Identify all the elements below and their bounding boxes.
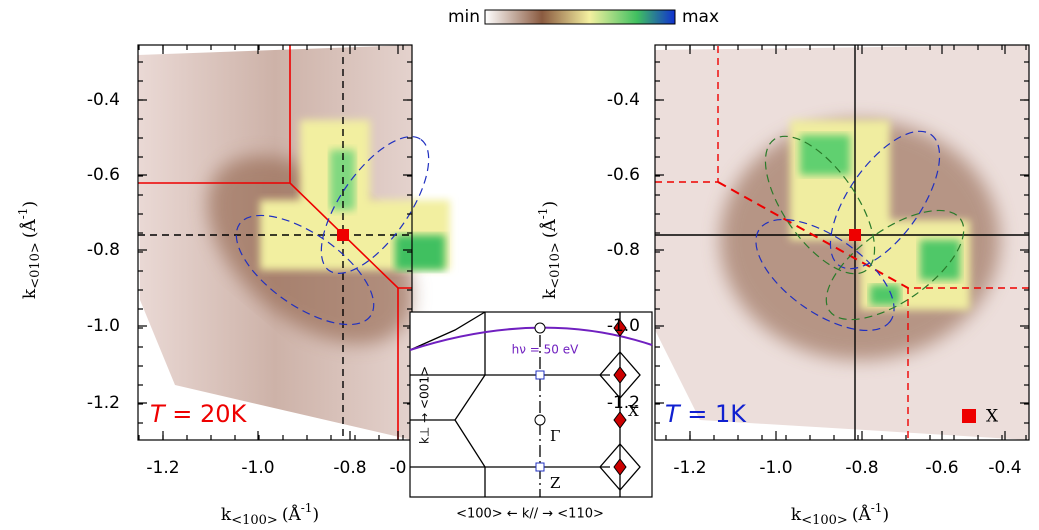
y-tick-label: -0.6 [87, 165, 120, 185]
polygon [613, 366, 627, 384]
rect [849, 229, 861, 241]
y-tick-label: -1.0 [87, 316, 120, 336]
ticks [138, 45, 1029, 440]
sup: -1 [301, 501, 313, 515]
rect [535, 370, 545, 380]
right-frame [654, 44, 1030, 441]
polygon [613, 458, 627, 476]
label-x: X [628, 402, 639, 420]
sup: -1 [536, 208, 550, 220]
ellipse [764, 135, 876, 275]
right-heatmap [655, 45, 1029, 440]
unit: (Å [19, 219, 40, 239]
x-tick-label: -1.0 [759, 458, 792, 478]
rect [535, 462, 545, 472]
close: ) [882, 505, 889, 525]
x-tick-label: -0.4 [988, 458, 1021, 478]
ellipse [235, 214, 375, 326]
x-tick-label: -0 [390, 458, 407, 478]
inset-x-label: <100> ← k// → <110> [456, 507, 604, 522]
x-axis-label: k<100> (Å-1) [791, 501, 889, 528]
rect [395, 235, 445, 270]
k: k [20, 288, 40, 299]
ellipse [320, 136, 430, 274]
unit: (Å [852, 504, 872, 525]
rect [409, 311, 653, 498]
x-axis-label: k<100> (Å-1) [221, 501, 319, 528]
circle [534, 414, 546, 426]
sub: <100> [231, 513, 278, 528]
inset-photon: hν = 50 eV [512, 343, 579, 357]
sup: -1 [871, 501, 883, 515]
close: ) [312, 505, 319, 525]
sub: <010> [548, 242, 563, 289]
ellipse [755, 218, 895, 332]
x-tick-label: -1.0 [241, 458, 274, 478]
y-tick-label: -0.8 [607, 240, 640, 260]
left-overlays [138, 45, 430, 440]
legend-label: X [986, 407, 999, 427]
close: ) [20, 201, 40, 208]
colorbar-min: min [448, 7, 480, 27]
y-axis-label: k<010> (Å-1) [16, 201, 43, 299]
y-axis-label: k<010> (Å-1) [536, 201, 563, 299]
y-tick-label: -1.2 [87, 393, 120, 413]
rect [920, 240, 960, 280]
x-tick-label: -0.8 [845, 458, 878, 478]
t-symbol: T [150, 400, 167, 428]
polygon [613, 319, 627, 337]
y-tick-label: -1.2 [607, 393, 640, 413]
y-tick-label: -1.0 [607, 316, 640, 336]
right-overlays [655, 45, 1029, 440]
close: ) [540, 201, 560, 208]
right-annotation: T = 1K [665, 400, 747, 428]
rect [800, 135, 850, 175]
y-tick-label: -0.4 [607, 90, 640, 110]
ellipse [829, 130, 941, 270]
sub: <100> [801, 513, 848, 528]
polygon [613, 411, 627, 429]
rect [337, 229, 349, 241]
k: k [791, 505, 802, 525]
polygon [599, 443, 641, 491]
x-tick-label: -1.2 [146, 458, 179, 478]
colorbar-max: max [682, 7, 719, 27]
x-tick-label: -0.8 [333, 458, 366, 478]
inset [409, 311, 653, 498]
inset-y-label: k⊥ → <001> [418, 366, 432, 444]
polyline [907, 287, 1029, 440]
colorbar [484, 9, 676, 25]
g [613, 319, 627, 476]
unit: (Å [282, 504, 302, 525]
label-z: Z [550, 474, 560, 492]
left-annotation: T = 20K [150, 400, 248, 428]
y-tick-label: -0.6 [607, 165, 640, 185]
sub: <010> [28, 242, 43, 289]
unit: (Å [539, 219, 560, 239]
left-heatmap [138, 45, 450, 440]
y-tick-label: -0.4 [87, 90, 120, 110]
sup: -1 [16, 208, 30, 220]
k: k [540, 288, 560, 299]
circle [534, 322, 546, 334]
x-tick-label: -0.6 [925, 458, 958, 478]
polyline [409, 311, 486, 351]
rect [870, 285, 900, 305]
label-gamma: Γ [550, 427, 560, 445]
k: k [221, 505, 232, 525]
t-value: = 20K [165, 400, 248, 428]
polygon [599, 351, 641, 399]
legend-marker [962, 409, 976, 423]
t-symbol: T [665, 400, 682, 428]
ellipse [825, 209, 965, 321]
x-tick-label: -1.2 [673, 458, 706, 478]
t-value: = 1K [680, 400, 748, 428]
y-tick-label: -0.8 [87, 240, 120, 260]
left-frame [137, 44, 413, 441]
polyline [454, 374, 610, 468]
